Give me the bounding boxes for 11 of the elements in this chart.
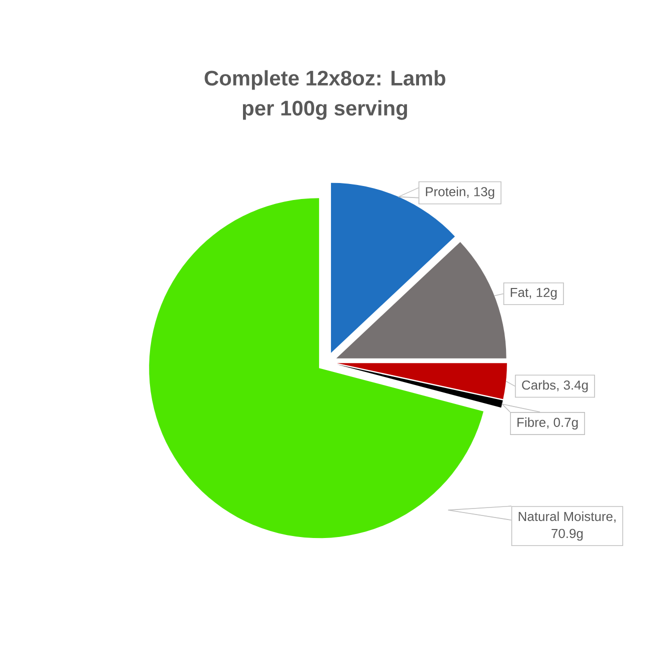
slice-label: Protein (426, 186, 466, 196)
data-label: , 3.4g (557, 380, 588, 392)
slice-label: Natural Moisture (518, 512, 613, 522)
data-label: , 13g (467, 187, 494, 199)
data-label: , 0.7g (547, 418, 578, 430)
chart-title: Complete 12x8oz: Lamb per 100g serving (204, 70, 446, 120)
data-label: , 12g (530, 288, 557, 300)
slice-label: Fat (510, 288, 528, 298)
text: , 70.9g (552, 520, 616, 541)
slice-label: Carbs (522, 380, 556, 390)
slice-label: Fibre (517, 417, 546, 427)
